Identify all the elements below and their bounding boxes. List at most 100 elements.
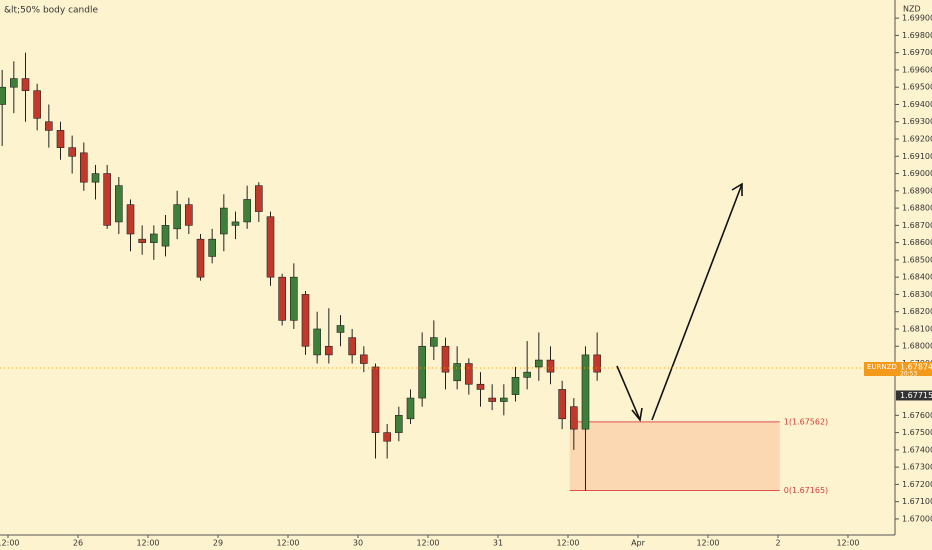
candle-body bbox=[558, 389, 566, 420]
candle-body bbox=[220, 207, 228, 235]
candle-body bbox=[325, 345, 333, 356]
candle-body bbox=[45, 121, 53, 131]
candle-body bbox=[406, 397, 415, 420]
y-tick-label: 1.69000 bbox=[902, 169, 932, 178]
x-tick-label: 12:00 bbox=[136, 539, 159, 548]
symbol: EURNZD bbox=[867, 363, 897, 371]
candle-body bbox=[418, 345, 426, 399]
x-tick-label: 12:00 bbox=[556, 539, 579, 548]
candle-body bbox=[371, 366, 380, 433]
arrow-head bbox=[631, 407, 643, 422]
y-tick-label: 1.68500 bbox=[902, 255, 932, 264]
candle-body bbox=[243, 199, 251, 223]
y-tick-label: 1.68100 bbox=[902, 324, 932, 333]
y-tick-label: 1.68000 bbox=[902, 342, 932, 351]
y-tick-label: 1.67600 bbox=[902, 411, 932, 420]
chart-title: &lt;50% body candle bbox=[4, 6, 98, 16]
candle-body bbox=[126, 204, 135, 235]
arrow-down bbox=[616, 365, 641, 421]
candle-body bbox=[185, 204, 193, 226]
candle-body bbox=[80, 152, 88, 183]
x-tick-label: 30 bbox=[353, 539, 363, 548]
y-tick-label: 1.69200 bbox=[902, 135, 932, 144]
candle-body bbox=[465, 363, 473, 385]
candle-body bbox=[266, 216, 275, 278]
candle-body bbox=[581, 354, 590, 430]
fib-zone: 1(1.67562) 0(1.67165) bbox=[569, 417, 828, 495]
candle-body bbox=[290, 276, 298, 321]
candle-body bbox=[336, 325, 345, 333]
y-tick-label: 1.68200 bbox=[902, 307, 932, 316]
y-tick-label: 1.67200 bbox=[902, 480, 932, 489]
y-tick-label: 1.67500 bbox=[902, 428, 932, 437]
y-tick-label: 1.68700 bbox=[902, 221, 932, 230]
y-tick-label: 1.69500 bbox=[902, 83, 932, 92]
candle-body bbox=[161, 225, 170, 247]
candle-body bbox=[231, 221, 240, 226]
candle-body bbox=[570, 406, 578, 430]
candle-body bbox=[0, 86, 6, 105]
y-tick-label: 1.69300 bbox=[902, 117, 932, 126]
fib-label: 1(1.67562) bbox=[784, 417, 828, 426]
fib-box bbox=[569, 421, 780, 491]
y-tick-label: 1.68800 bbox=[902, 204, 932, 213]
currency: NZD bbox=[903, 5, 921, 14]
marker-label: 1.67715 bbox=[900, 391, 932, 400]
candle-body bbox=[278, 276, 286, 321]
candle-body bbox=[535, 359, 543, 368]
y-tick-label: 1.69100 bbox=[902, 152, 932, 161]
candle-body bbox=[360, 354, 368, 364]
candle-body bbox=[441, 345, 450, 373]
candle-body bbox=[255, 185, 263, 212]
candle-body bbox=[91, 173, 100, 183]
x-tick-label: 31 bbox=[493, 539, 503, 548]
y-tick-label: 1.67400 bbox=[902, 445, 932, 454]
candle-body bbox=[593, 354, 601, 373]
candle-body bbox=[115, 185, 123, 223]
x-tick-label: 12:00 bbox=[836, 539, 859, 548]
candle-body bbox=[500, 397, 508, 402]
x-tick-label: Apr bbox=[631, 539, 646, 548]
price-time: 20:53 bbox=[900, 371, 917, 378]
y-tick-label: 1.67300 bbox=[902, 463, 932, 472]
candle-body bbox=[138, 238, 146, 243]
arrow-head bbox=[731, 182, 743, 196]
y-tick-label: 1.67000 bbox=[902, 514, 932, 523]
candle-body bbox=[430, 337, 438, 347]
candle-body bbox=[383, 432, 391, 442]
candle-body bbox=[56, 130, 65, 148]
y-tick-label: 1.68300 bbox=[902, 290, 932, 299]
candle-body bbox=[313, 328, 321, 356]
candle-body bbox=[208, 238, 216, 257]
y-tick-label: 1.68400 bbox=[902, 273, 932, 282]
candle-body bbox=[301, 294, 310, 347]
candle-body bbox=[348, 337, 356, 356]
x-tick-label: 2 bbox=[775, 539, 780, 548]
x-tick-label: 12:00 bbox=[276, 539, 299, 548]
candle-body bbox=[453, 363, 461, 382]
price-label: 1.67874 bbox=[900, 363, 932, 372]
y-tick-label: 1.69800 bbox=[902, 31, 932, 40]
y-tick-label: 1.69600 bbox=[902, 65, 932, 74]
fib-label: 0(1.67165) bbox=[784, 486, 828, 495]
candle-body bbox=[173, 204, 181, 230]
candle-body bbox=[523, 371, 531, 378]
candle-body bbox=[21, 78, 30, 91]
arrow-up bbox=[651, 183, 743, 421]
x-tick-label: 12:00 bbox=[416, 539, 439, 548]
candle-body bbox=[196, 238, 205, 278]
marker-label-bg bbox=[896, 390, 932, 401]
candle-body bbox=[546, 359, 555, 373]
y-tick-label: 1.68600 bbox=[902, 238, 932, 247]
x-tick-label: 26 bbox=[73, 539, 83, 548]
price-label-bg bbox=[864, 362, 932, 377]
y-tick-label: 1.68900 bbox=[902, 186, 932, 195]
candle-body bbox=[488, 397, 496, 402]
candle-body bbox=[511, 377, 520, 395]
axes: 1.67000 1.67100 1.67200 1.67300 1.67400 1.675… bbox=[0, 14, 932, 548]
x-tick-label: 29 bbox=[213, 539, 223, 548]
y-tick-label: 1.69400 bbox=[902, 100, 932, 109]
candle-body bbox=[476, 383, 485, 390]
